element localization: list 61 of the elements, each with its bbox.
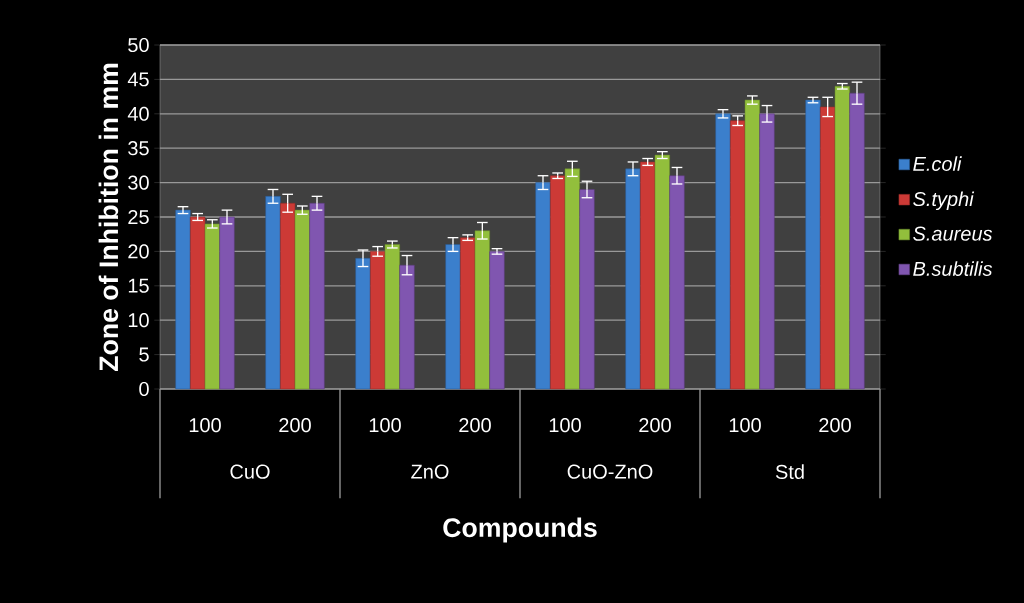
bar xyxy=(834,86,850,390)
x-tick-label: 200 xyxy=(459,418,491,433)
legend-label: E.coli xyxy=(913,156,962,171)
bar xyxy=(204,223,220,390)
bar xyxy=(730,120,746,390)
bar xyxy=(579,189,595,390)
y-tick-label: 20 xyxy=(128,244,149,259)
bar xyxy=(294,209,310,390)
bar xyxy=(820,106,836,390)
y-tick-label: 5 xyxy=(139,347,149,362)
bar xyxy=(474,230,490,390)
bar xyxy=(370,251,386,390)
bar xyxy=(625,168,641,390)
legend-label: B.subtilis xyxy=(913,261,993,276)
bar xyxy=(489,251,505,390)
bar xyxy=(640,161,656,390)
y-tick-label: 45 xyxy=(127,72,149,87)
x-axis-title: Compounds xyxy=(443,517,597,543)
bar xyxy=(550,175,566,390)
bar xyxy=(460,237,476,390)
y-tick-label: 10 xyxy=(128,313,149,328)
bar xyxy=(280,202,296,390)
bar xyxy=(805,99,821,390)
bar xyxy=(384,244,400,390)
y-tick-label: 35 xyxy=(128,141,149,156)
x-tick-label: 200 xyxy=(819,418,851,433)
y-tick-label: 0 xyxy=(139,381,149,397)
x-tick-label: 200 xyxy=(639,418,671,433)
x-tick-label: 100 xyxy=(189,418,221,433)
bar xyxy=(219,216,235,390)
bar xyxy=(654,154,670,390)
bar xyxy=(445,244,461,390)
x-tick-label: 200 xyxy=(279,418,311,433)
text: ZnO xyxy=(411,464,449,479)
bar xyxy=(759,113,775,390)
y-tick-label: 25 xyxy=(128,209,149,225)
bar xyxy=(399,264,415,390)
y-axis-title: Zone of Inhibition in mm xyxy=(98,63,119,371)
bar xyxy=(175,209,191,390)
bar xyxy=(190,216,206,390)
y-tick-label: 15 xyxy=(128,278,149,293)
bar xyxy=(849,92,865,390)
bar xyxy=(265,196,281,390)
y-tick-label: 50 xyxy=(128,37,149,53)
y-tick-label: 30 xyxy=(128,175,149,190)
text: Std xyxy=(775,464,804,480)
legend-label: S.aureus xyxy=(913,226,993,241)
bar xyxy=(715,113,731,390)
y-tick-label: 40 xyxy=(127,106,149,121)
x-tick-label: 100 xyxy=(729,418,761,433)
bar xyxy=(355,258,371,390)
x-tick-label: 100 xyxy=(549,418,581,433)
bar xyxy=(535,182,551,390)
bar xyxy=(744,99,760,390)
bar xyxy=(564,168,580,390)
legend-label: S.typhi xyxy=(913,191,975,211)
bar xyxy=(309,202,325,390)
bar xyxy=(669,175,685,390)
text: CuO-ZnO xyxy=(567,464,653,479)
text: CuO xyxy=(230,464,270,479)
x-tick-label: 100 xyxy=(369,418,401,433)
